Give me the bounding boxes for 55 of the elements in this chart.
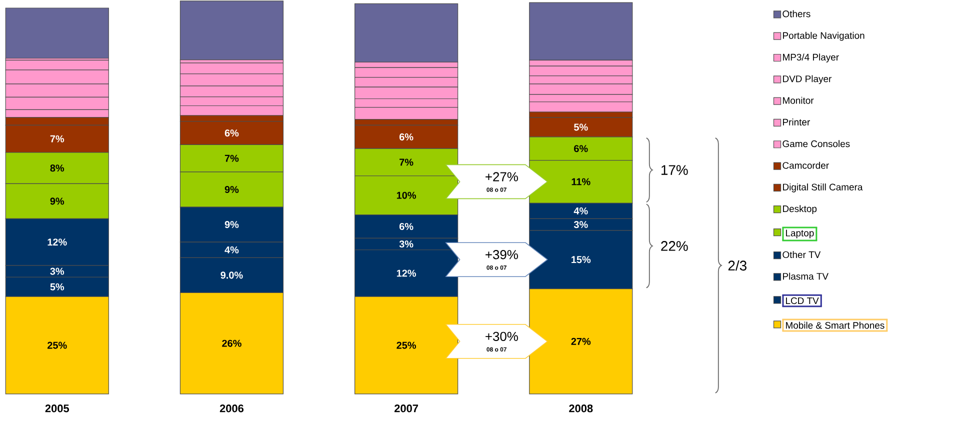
data-label: 3% bbox=[399, 240, 414, 248]
data-label: 4% bbox=[224, 246, 239, 254]
data-label: 7% bbox=[224, 154, 239, 162]
data-label: 6% bbox=[399, 133, 414, 140]
annotation: 17% bbox=[662, 165, 688, 175]
legend-label: Printer bbox=[783, 118, 810, 126]
bar bbox=[5, 8, 109, 59]
data-label: 12% bbox=[396, 270, 416, 277]
text: Mobile & Smart Phones bbox=[786, 322, 884, 329]
legend-label: Others bbox=[782, 10, 810, 18]
annotation: +27% bbox=[486, 172, 518, 182]
data-label: 4% bbox=[574, 207, 588, 214]
data-label: 27% bbox=[571, 338, 591, 345]
data-label: 12% bbox=[48, 238, 67, 246]
legend-label: Game Consoles bbox=[782, 140, 850, 148]
data-label: 6% bbox=[399, 222, 414, 230]
data-label: 9% bbox=[224, 186, 239, 194]
data-label: 7% bbox=[400, 158, 414, 166]
legend-label: Other TV bbox=[782, 251, 821, 258]
legend-label: DVD Player bbox=[783, 75, 832, 84]
text: 2/3 bbox=[728, 260, 746, 271]
x-tick-label: 2006 bbox=[220, 404, 244, 412]
legend-label: Camcorder bbox=[782, 162, 829, 169]
data-label: 6% bbox=[574, 145, 588, 152]
data-label: 9.0% bbox=[220, 272, 243, 279]
bar bbox=[180, 0, 284, 60]
data-label: 9% bbox=[224, 221, 239, 228]
x-tick-label: 2007 bbox=[394, 404, 418, 412]
text: LCD TV bbox=[786, 297, 819, 304]
legend-label: MP3/4 Player bbox=[783, 54, 839, 62]
data-label: 7% bbox=[50, 135, 64, 142]
data-label: 10% bbox=[396, 192, 416, 199]
legend-label: Portable Navigation bbox=[783, 32, 864, 41]
annotation: +39% bbox=[486, 250, 518, 260]
data-label: 6% bbox=[224, 130, 239, 137]
legend-label: Plasma TV bbox=[783, 272, 828, 280]
data-label: 25% bbox=[48, 342, 67, 349]
legend-label: Desktop bbox=[783, 205, 817, 214]
x-tick-label: 2008 bbox=[569, 404, 593, 412]
data-label: 3% bbox=[50, 268, 64, 275]
legend-label: Digital Still Camera bbox=[783, 183, 863, 192]
annotation: 22% bbox=[661, 241, 688, 251]
data-label: 9% bbox=[50, 198, 64, 205]
annotation: +30% bbox=[486, 332, 518, 341]
data-label: 8% bbox=[50, 164, 64, 172]
data-label: 5% bbox=[574, 124, 588, 131]
data-label: 5% bbox=[50, 283, 64, 290]
data-label: 15% bbox=[572, 256, 591, 264]
text: Laptop bbox=[786, 230, 814, 238]
data-label: 3% bbox=[574, 221, 588, 228]
x-tick-label: 2005 bbox=[45, 404, 70, 412]
data-label: 11% bbox=[572, 178, 590, 186]
data-label: 25% bbox=[396, 342, 416, 349]
data-label: 26% bbox=[222, 340, 242, 347]
legend-label: Monitor bbox=[783, 96, 814, 104]
